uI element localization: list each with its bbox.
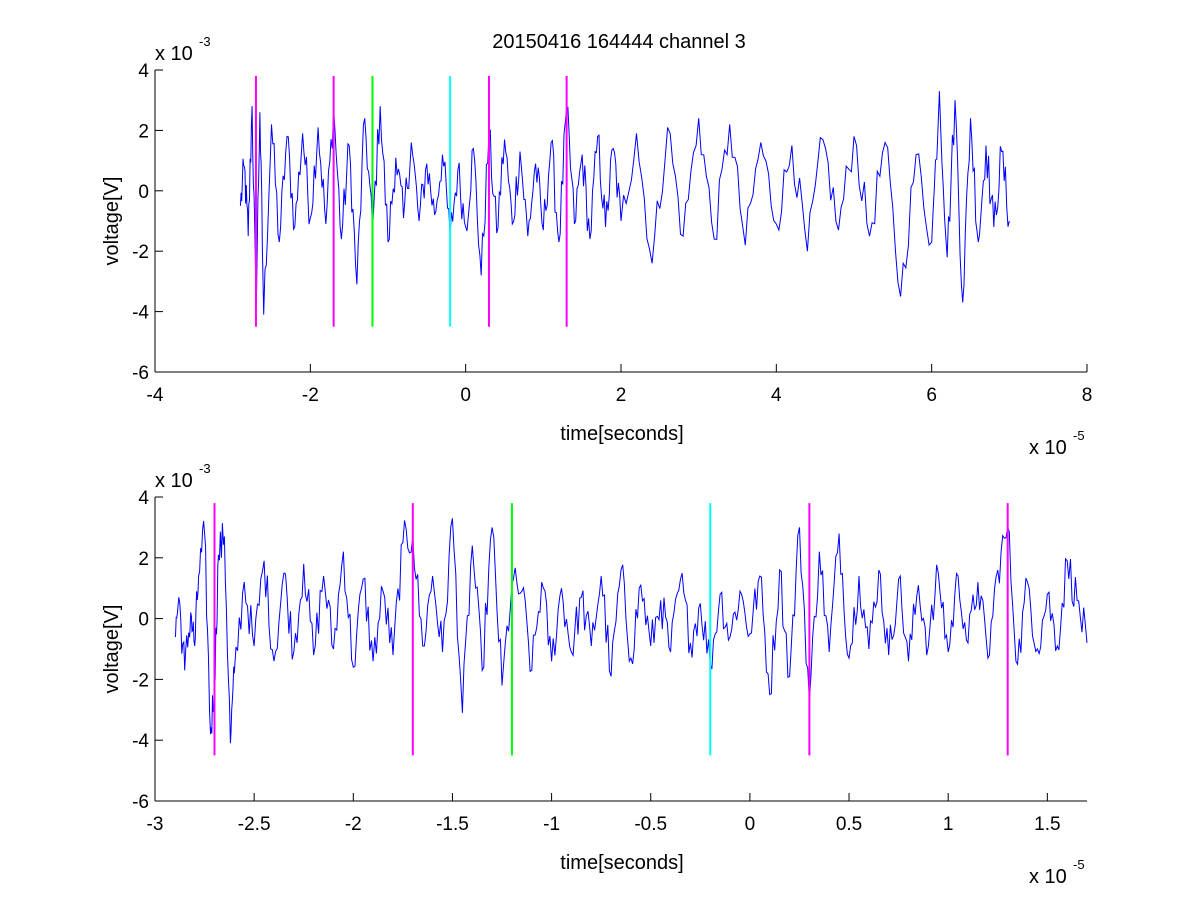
x-tick-label: -1.5 <box>436 814 469 835</box>
y-exponent-label: x 10 <box>155 470 193 492</box>
x-exponent-label: x 10 <box>1029 866 1067 888</box>
y-tick-label: -6 <box>132 363 149 384</box>
signal-series-line <box>174 518 1088 744</box>
y-exponent-label: x 10 <box>155 43 193 65</box>
x-tick-label: -2.5 <box>238 814 271 835</box>
x-exponent-sup: -5 <box>1073 428 1085 443</box>
y-tick-label: -2 <box>132 242 149 263</box>
y-tick-label: 4 <box>138 488 149 509</box>
x-exponent-sup: -5 <box>1073 857 1085 872</box>
y-tick-label: -2 <box>132 670 149 691</box>
y-tick-label: 2 <box>138 549 149 570</box>
signal-series-line <box>239 91 1010 315</box>
chart-title: 20150416 164444 channel 3 <box>492 31 746 53</box>
x-tick-label: 0.5 <box>836 814 862 835</box>
x-tick-label: -2 <box>302 385 319 406</box>
x-tick-label: 0 <box>745 814 756 835</box>
y-axis-label: voltage[V] <box>101 605 123 694</box>
y-tick-label: -4 <box>132 303 149 324</box>
x-tick-label: 6 <box>926 385 937 406</box>
x-axis-label: time[seconds] <box>560 852 683 874</box>
y-tick-label: 0 <box>138 182 149 203</box>
x-tick-label: -4 <box>147 385 164 406</box>
x-tick-label: 1.5 <box>1034 814 1060 835</box>
y-tick-label: 2 <box>138 121 149 142</box>
x-exponent-label: x 10 <box>1029 437 1067 459</box>
bottom-plot: -6 -4 -2 0 2 4 -3 -2.5 -2 -1.5 -1 -0.5 0 0.5 1 1.5 time[… <box>101 461 1088 888</box>
x-tick-label: -0.5 <box>634 814 667 835</box>
x-tick-label: -2 <box>345 814 362 835</box>
y-tick-label: -6 <box>132 792 149 813</box>
x-tick-label: 2 <box>616 385 627 406</box>
x-tick-label: 0 <box>460 385 471 406</box>
x-tick-label: 1 <box>943 814 954 835</box>
x-tick-label: -1 <box>543 814 560 835</box>
y-exponent-sup: -3 <box>199 461 211 476</box>
y-tick-label: 4 <box>138 61 149 82</box>
y-axis-label: voltage[V] <box>101 177 123 266</box>
x-tick-label: -3 <box>147 814 164 835</box>
x-axis-label: time[seconds] <box>560 423 683 445</box>
y-exponent-sup: -3 <box>199 34 211 49</box>
x-tick-label: 4 <box>771 385 782 406</box>
y-tick-label: 0 <box>138 610 149 631</box>
y-tick-label: -4 <box>132 731 149 752</box>
x-tick-label: 8 <box>1082 385 1093 406</box>
